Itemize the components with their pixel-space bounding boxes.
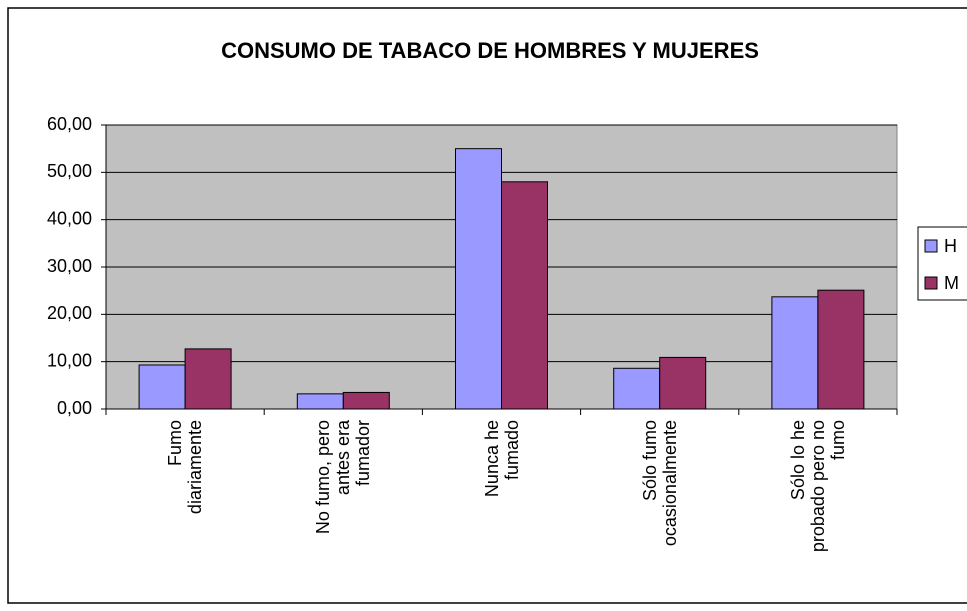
bar [501,181,548,410]
bar [184,348,232,410]
bar [342,391,390,410]
legend-label: H [944,236,957,256]
y-tick-label: 0,00 [57,398,92,418]
bar [659,356,707,410]
y-tick-label: 40,00 [47,208,92,228]
chart-title: CONSUMO DE TABACO DE HOMBRES Y MUJERES [221,38,759,63]
x-tick-label: No fumo, pero antes era fumador [313,420,374,535]
legend-swatch [924,239,938,253]
x-tick-label: Fumo diariamente [165,420,206,515]
y-tick-label: 30,00 [47,256,92,276]
bar [138,364,186,410]
legend-label: M [944,273,959,293]
x-tick-label: Sólo fumo ocasionalmente [639,420,680,547]
y-tick-label: 20,00 [47,303,92,323]
bar [296,393,344,410]
x-tick-label: Sólo lo he probado pero no fumo [787,420,848,553]
x-tick-label: Nunca he fumado [481,420,522,498]
bar [817,289,865,410]
y-tick-label: 10,00 [47,350,92,370]
legend-swatch [924,276,938,290]
y-tick-label: 50,00 [47,161,92,181]
bar [771,296,819,410]
bar [455,148,502,410]
bar [613,367,661,410]
y-tick-label: 60,00 [47,114,92,134]
